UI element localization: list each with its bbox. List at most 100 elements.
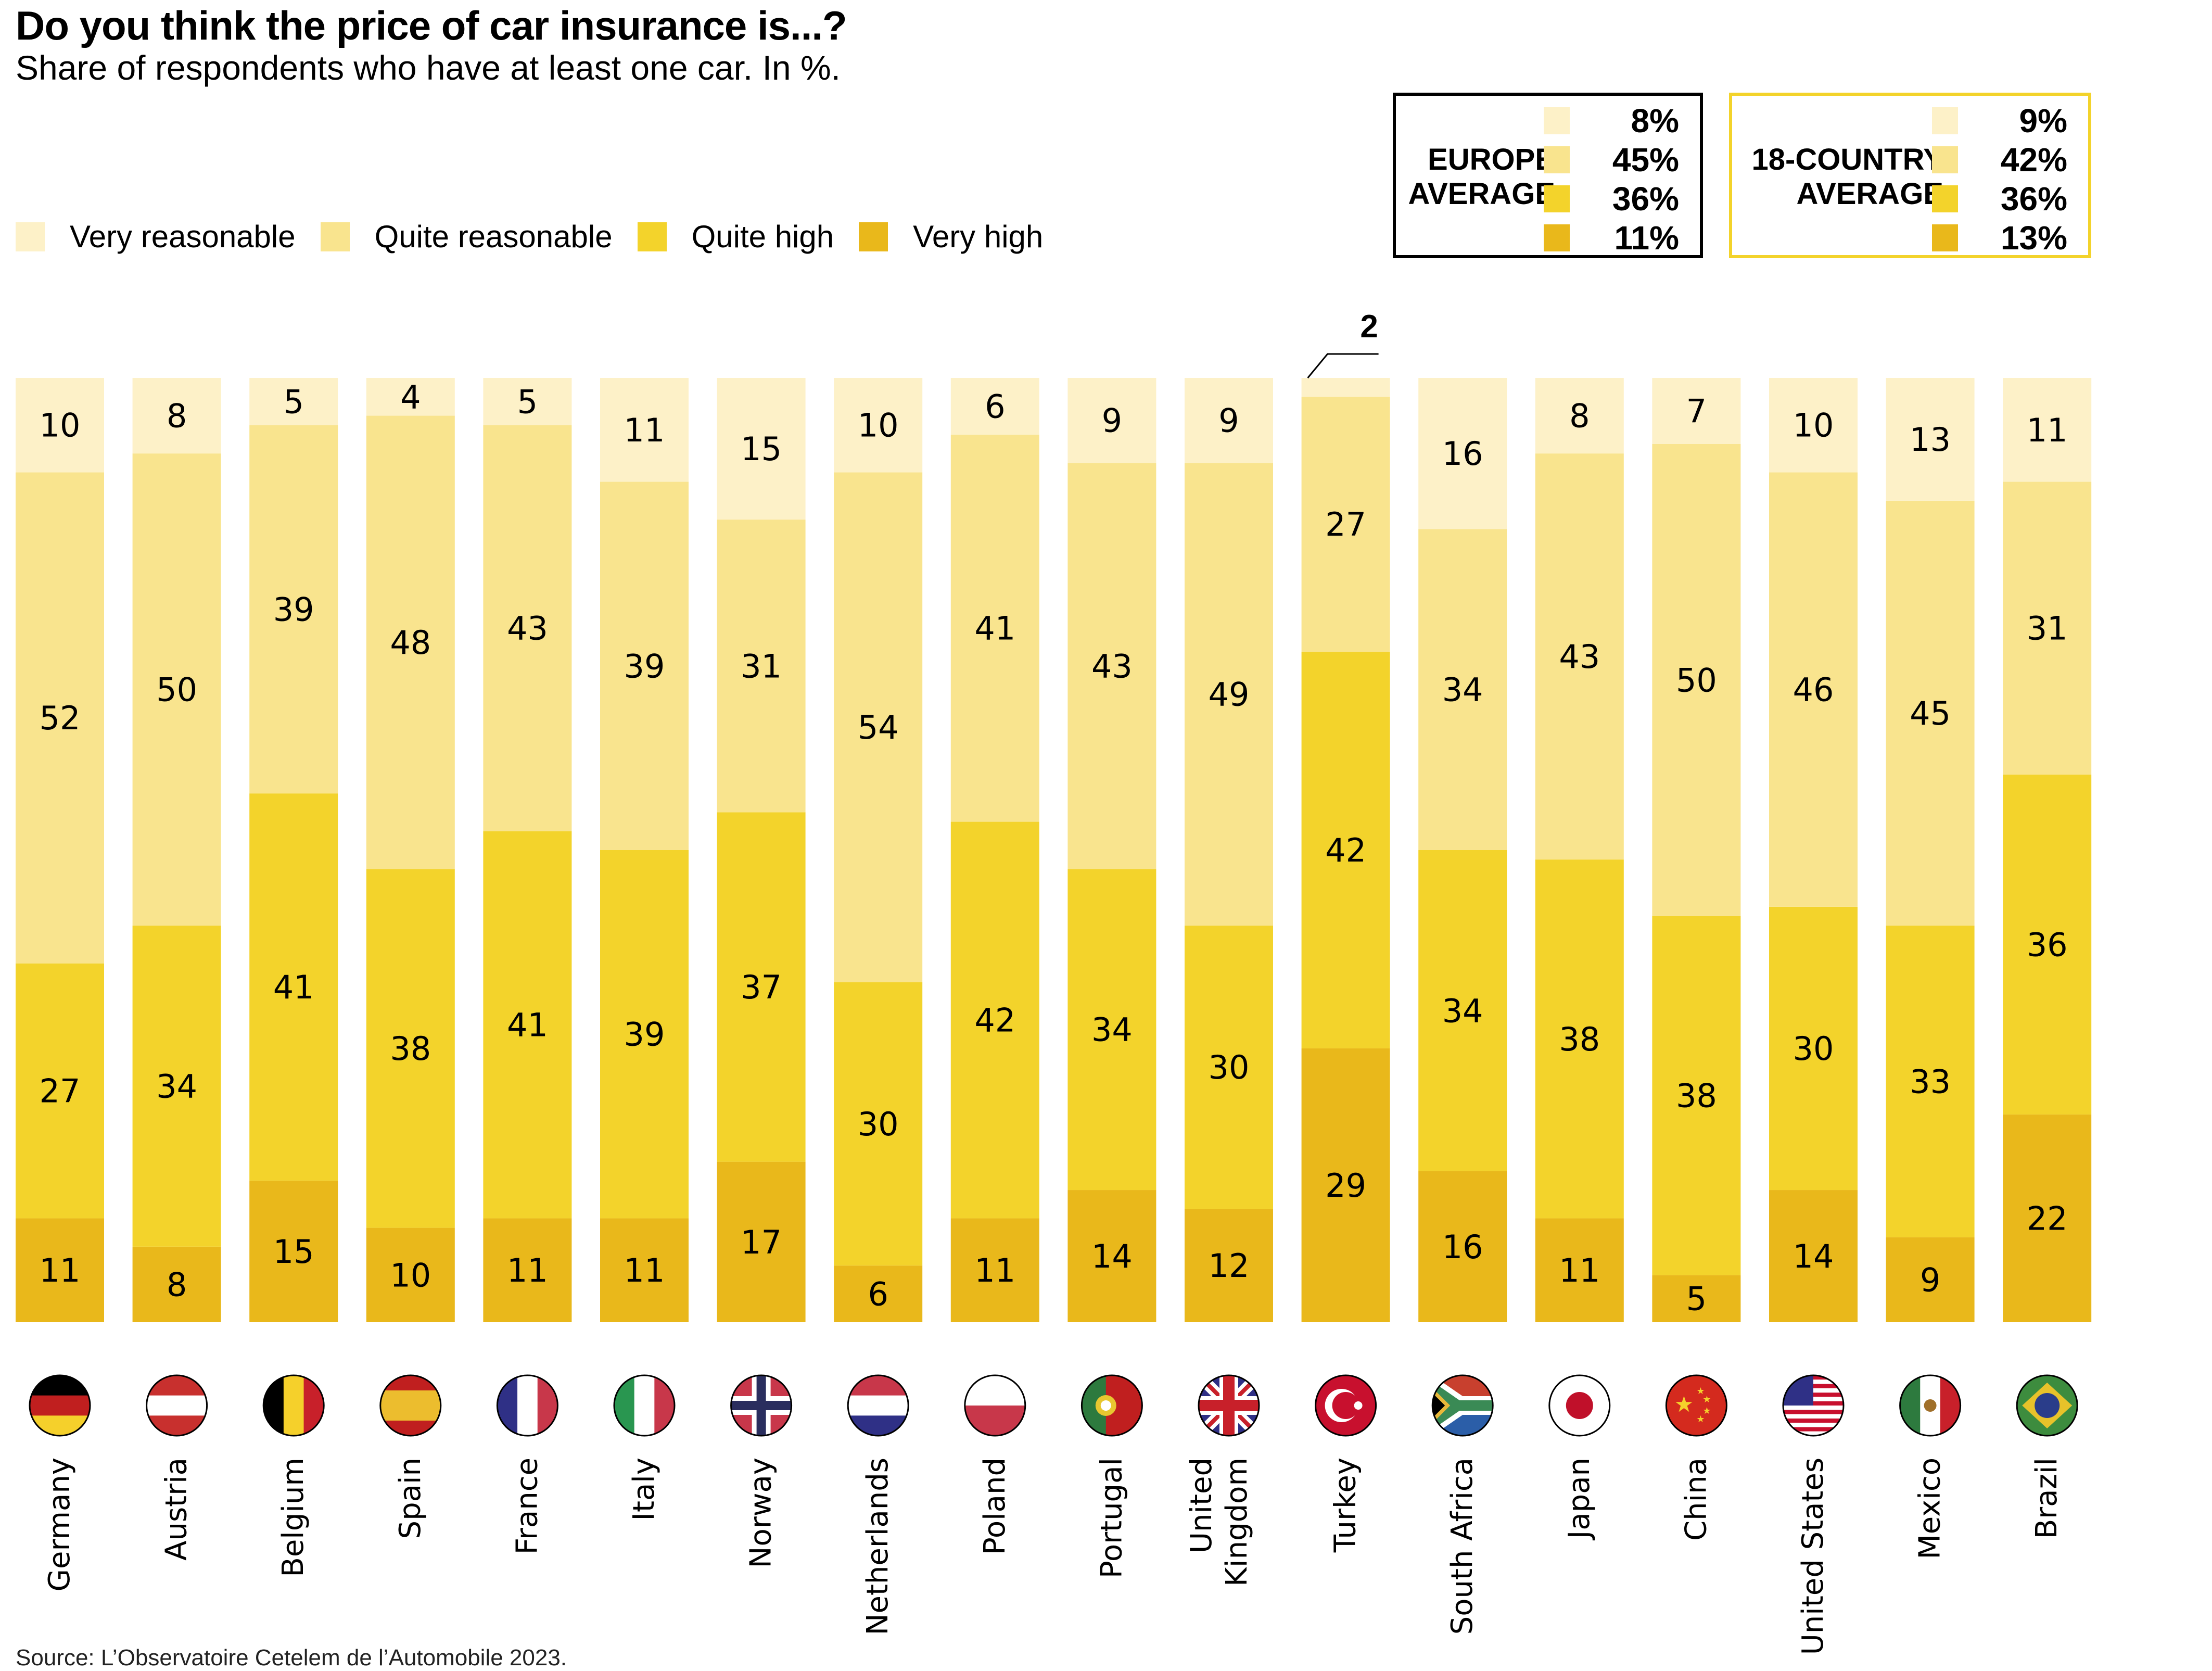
data-label: 41 <box>273 968 314 1006</box>
data-label: 5 <box>283 383 303 421</box>
label-line: AVERAGE <box>1408 177 1555 211</box>
bar-segment <box>132 453 221 926</box>
bar-group-italy: 11 39 39 11 <box>600 378 689 1322</box>
bar-segment <box>834 982 923 1266</box>
flag-fill <box>1199 1375 1259 1436</box>
bar-segment <box>1067 378 1156 463</box>
svg-text:★: ★ <box>1696 1386 1705 1396</box>
data-label: 52 <box>40 699 81 737</box>
bar-segment <box>483 425 572 831</box>
bar-segment <box>16 472 104 964</box>
norway-flag-icon <box>730 1374 793 1437</box>
data-label: 6 <box>985 387 1005 425</box>
avg-row: 36% <box>1544 179 1679 218</box>
chart-title: Do you think the price of car insurance … <box>16 3 847 48</box>
avg-swatch <box>1932 224 1958 251</box>
data-label: 14 <box>1091 1237 1133 1275</box>
flag-fill <box>2017 1375 2078 1436</box>
bar-group-spain: 10 38 48 4 <box>366 378 455 1322</box>
bar-segment <box>2003 1114 2092 1322</box>
bar-segment <box>1886 500 1975 926</box>
bar-segment <box>249 1180 338 1322</box>
data-label: 30 <box>1209 1048 1250 1086</box>
flag-border <box>1080 1374 1143 1437</box>
flag-fill: ★★★★★ <box>1666 1375 1727 1436</box>
france-flag-icon <box>496 1374 558 1437</box>
spain-flag-icon <box>379 1374 442 1437</box>
data-label: 39 <box>624 647 665 685</box>
bar-segment <box>1535 1218 1624 1322</box>
bar-segment <box>16 963 104 1219</box>
bar-segment <box>600 482 689 850</box>
avg-value: 8% <box>1631 102 1680 140</box>
svg-text:★: ★ <box>1674 1392 1694 1416</box>
data-label: 31 <box>2027 610 2068 648</box>
data-label: 4 <box>400 378 421 416</box>
data-label: 43 <box>1091 647 1133 685</box>
bar-segment <box>1652 378 1741 444</box>
data-label: 10 <box>1793 407 1834 445</box>
bar-segment <box>1769 472 1858 907</box>
bar-segment <box>2003 482 2092 775</box>
flag-border <box>496 1374 558 1437</box>
category-label: Brazil <box>2030 1458 2064 1539</box>
china-flag-icon: ★★★★★ <box>1665 1374 1727 1437</box>
category-label: France <box>510 1458 544 1554</box>
data-label: 34 <box>1442 671 1483 709</box>
bar-segment <box>132 378 221 454</box>
legend-label: Quite high <box>691 219 834 254</box>
data-label: 43 <box>507 610 548 648</box>
data-label: 22 <box>2027 1199 2068 1237</box>
bar-segment <box>483 378 572 425</box>
data-label: 11 <box>2027 411 2068 449</box>
flag-fill <box>1900 1375 1961 1436</box>
flag-border <box>146 1374 208 1437</box>
mexico-flag-icon <box>1899 1374 1962 1437</box>
data-label: 50 <box>156 671 197 709</box>
italy-flag-icon <box>613 1374 676 1437</box>
data-label: 8 <box>167 397 187 435</box>
data-label: 43 <box>1559 638 1600 676</box>
category-label: United States <box>1796 1458 1830 1655</box>
japan-flag-icon <box>1548 1374 1611 1437</box>
bar-segment <box>1535 859 1624 1219</box>
data-label: 11 <box>974 1251 1015 1289</box>
netherlands-flag-icon <box>847 1374 909 1437</box>
bar-group-united-states: 14 30 46 10 <box>1769 378 1858 1322</box>
legend-swatch <box>320 222 350 251</box>
data-label: 50 <box>1676 661 1717 699</box>
bar-segment <box>2003 378 2092 482</box>
flag-border <box>1198 1374 1260 1437</box>
data-label: 9 <box>1920 1261 1940 1299</box>
data-label: 39 <box>624 1016 665 1054</box>
data-label: 16 <box>1442 1228 1483 1266</box>
turkey-flag-icon <box>1315 1374 1377 1437</box>
category-label: Netherlands <box>861 1458 895 1635</box>
legend-swatch <box>859 222 888 251</box>
bar-segment <box>1301 652 1390 1048</box>
bar-group-mexico: 9 33 45 13 <box>1886 378 1975 1322</box>
legend-item-quite-reasonable: Quite reasonable <box>320 219 613 255</box>
flag-border <box>613 1374 676 1437</box>
avg-value: 36% <box>1612 180 1679 218</box>
data-label: 2 <box>1360 309 1378 345</box>
flag-border <box>2016 1374 2078 1437</box>
avg-value: 36% <box>2000 180 2067 218</box>
avg-swatch <box>1932 185 1958 212</box>
avg-row: 9% <box>1932 101 2067 140</box>
bar-segment <box>16 378 104 473</box>
data-label: 11 <box>624 1251 665 1289</box>
data-label: 36 <box>2027 926 2068 964</box>
data-label: 48 <box>390 624 431 662</box>
data-label: 14 <box>1793 1237 1834 1275</box>
flag-fill <box>1315 1375 1376 1436</box>
bar-segment <box>600 378 689 482</box>
category-label: Italy <box>627 1458 661 1521</box>
bar-segment <box>1769 906 1858 1191</box>
bar-segment <box>1769 1190 1858 1322</box>
data-label: 34 <box>1091 1011 1133 1049</box>
data-label: 38 <box>1676 1077 1717 1115</box>
data-label: 8 <box>167 1265 187 1303</box>
bar-segment <box>16 1218 104 1322</box>
